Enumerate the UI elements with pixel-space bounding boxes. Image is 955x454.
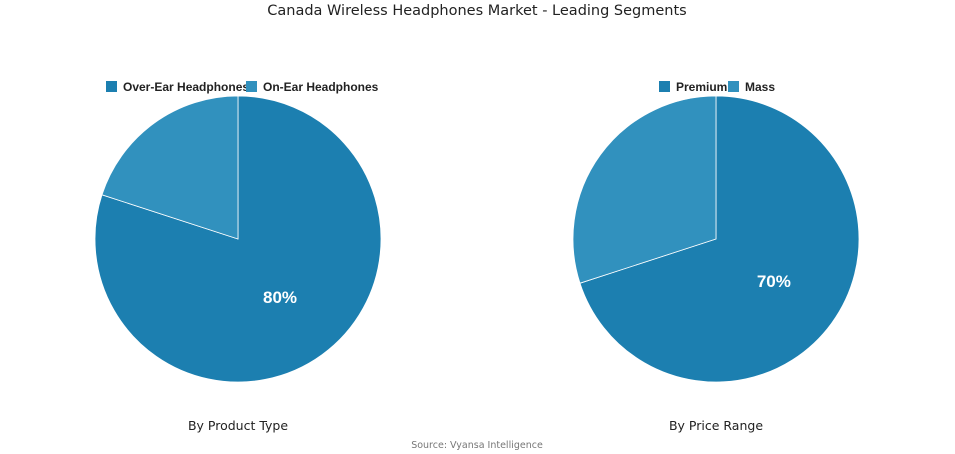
- legend-swatch: [659, 81, 670, 92]
- pie-slice-mass: [572, 95, 717, 284]
- legend-item: On-Ear Headphones: [263, 80, 379, 94]
- legend-item: Over-Ear Headphones: [123, 80, 249, 94]
- subtitle-price-range: By Price Range: [669, 418, 763, 433]
- subtitle-product-type: By Product Type: [188, 418, 288, 433]
- slice-label: 80%: [263, 288, 297, 307]
- legend-swatch: [106, 81, 117, 92]
- chart-title: Canada Wireless Headphones Market - Lead…: [267, 3, 686, 19]
- pie-slice-premium: [579, 95, 860, 383]
- slice-label: 70%: [757, 272, 791, 291]
- pie-slice-on-ear-headphones: [101, 95, 239, 240]
- legend-swatch: [728, 81, 739, 92]
- legend-item: Premium: [676, 80, 727, 94]
- legend-swatch: [246, 81, 257, 92]
- legend-item: Mass: [745, 80, 775, 94]
- source-note: Source: Vyansa Intelligence: [411, 440, 543, 451]
